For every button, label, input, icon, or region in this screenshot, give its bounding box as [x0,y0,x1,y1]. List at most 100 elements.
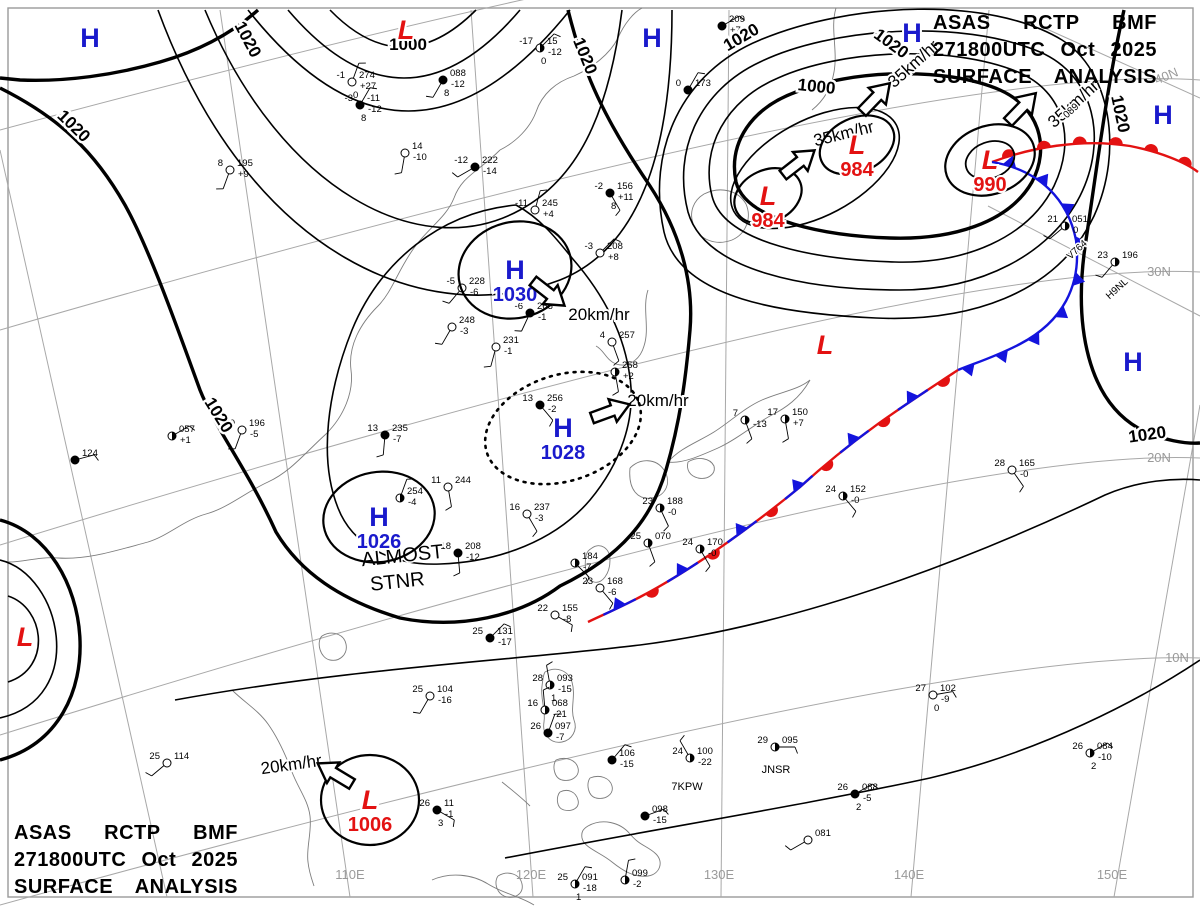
wind-barb-tick [1107,742,1114,748]
pressure-circle [944,123,1036,197]
station-tendency: +1 [180,435,191,446]
pressure-value: 1006 [348,814,393,836]
station-circle [453,548,463,558]
station-plot: 22 155-8 [537,603,578,632]
station-circle-half [648,539,652,547]
low-center-symbol: L [849,130,866,160]
station-circle-half [400,494,404,502]
wind-barb-tick [613,360,620,366]
isobar [658,8,1111,320]
title-word: ASAS [14,822,72,844]
station-tendency: -0 [1020,469,1028,480]
coastline-vietnam [231,689,315,887]
station-pressure: 254 [407,486,423,497]
meridian-150e [1113,404,1200,898]
station-pressure: 099 [632,868,648,879]
coastline-shikoku [687,458,715,479]
station-circle [432,805,442,815]
pressure-value: 1026 [357,531,402,553]
isobars [0,8,1200,859]
wind-barb-tick [872,783,879,789]
station-pressure: 168 [607,576,623,587]
wind-barb-tick [663,808,669,815]
station-circle-half [700,545,704,553]
graticule-diagonal [1039,25,1200,99]
station-pressure: 131 [497,626,513,637]
station-plot: 7 -13 [733,408,767,444]
station-circle-half [625,876,629,884]
title-line-1: ASAS RCTP BMF [933,12,1157,35]
station-pressure: 155 [562,603,578,614]
title-word: SURFACE [14,876,114,898]
station-pressure: 222 [482,155,498,166]
warm-front-semicircle [1178,156,1192,168]
station-temp: 8 [218,158,223,169]
station-pressure: 274 [359,70,375,81]
station-temp: 24 [825,484,836,495]
station-circle [425,691,435,701]
station-tendency: -3 [460,326,468,337]
low-center-symbol: L [817,330,834,360]
station-plot: 14-10 [394,141,427,175]
station-plot: -3 208+8 [585,238,623,263]
wind-barb-tick [1043,235,1050,240]
isobar [204,9,623,229]
isobar-label: 1000 [797,75,837,98]
title-line-2: 271800UTC Oct 2025 [14,849,238,872]
pressure-circle [483,370,643,486]
station-plot: 28 093-151 [532,661,573,704]
warm-front-semicircle [1144,144,1158,153]
station-plot: 124 [70,448,99,465]
warm-front-semicircle [937,376,950,387]
wind-barb-tick [369,87,377,90]
station-plot: 106-15 [607,744,635,770]
pressure-value: 990 [973,174,1006,196]
station-pressure: 208 [607,241,623,252]
coastline-kyushu [629,460,668,499]
grid-label: 30N [1147,264,1171,279]
station-tendency: -18 [583,883,597,894]
high-center-symbol: H [1153,100,1173,130]
station-circle-half [843,492,847,500]
station-plot: 11 244 [431,475,471,511]
station-tendency: -7 [556,732,564,743]
station-circle [535,400,545,410]
station-circle [543,728,553,738]
station-temp: 29 [757,735,768,746]
station-pressure: 104 [437,684,453,695]
isobar [729,106,901,230]
station-circle-half [550,681,554,689]
isobar-1000-bold [732,71,1043,240]
wind-barb-tick [794,746,798,754]
cold-front-triangle [847,432,860,446]
station-pressure: 196 [249,418,265,429]
station-pressure: 15 [547,36,558,47]
motion-arrows [315,81,1038,791]
warm-front [991,141,1199,173]
station-temp: -6 [515,301,523,312]
title-word: ANALYSIS [1053,66,1157,88]
station-tendency: +27 [360,81,376,92]
station-circle [595,583,605,593]
high-center-symbol: H [80,23,100,53]
station-tendency: +2 [623,371,634,382]
station-temp: -0 [227,418,235,429]
isobar [0,559,58,719]
wind-barb-tick [615,210,621,217]
station-circle-half [1115,258,1119,266]
pressure-circle-inner [964,140,1016,180]
station-plot: 17 150+7 [767,407,808,443]
station-plot: 4 257 [600,330,635,366]
station-temp: -1 [337,70,345,81]
title-word: BMF [193,822,238,844]
title-word: RCTP [1023,12,1080,34]
warm-front-semicircle [820,459,834,472]
station-temp: 16 [527,698,538,709]
coastline-luzon [541,668,576,743]
wind-barb-tick [1019,486,1024,493]
cold-front-triangle [906,390,919,404]
warm-front-semicircle [877,416,891,428]
pressure-value: 1028 [541,442,586,464]
title-word: 2025 [1110,39,1157,61]
station-pressure: 084 [1097,741,1113,752]
